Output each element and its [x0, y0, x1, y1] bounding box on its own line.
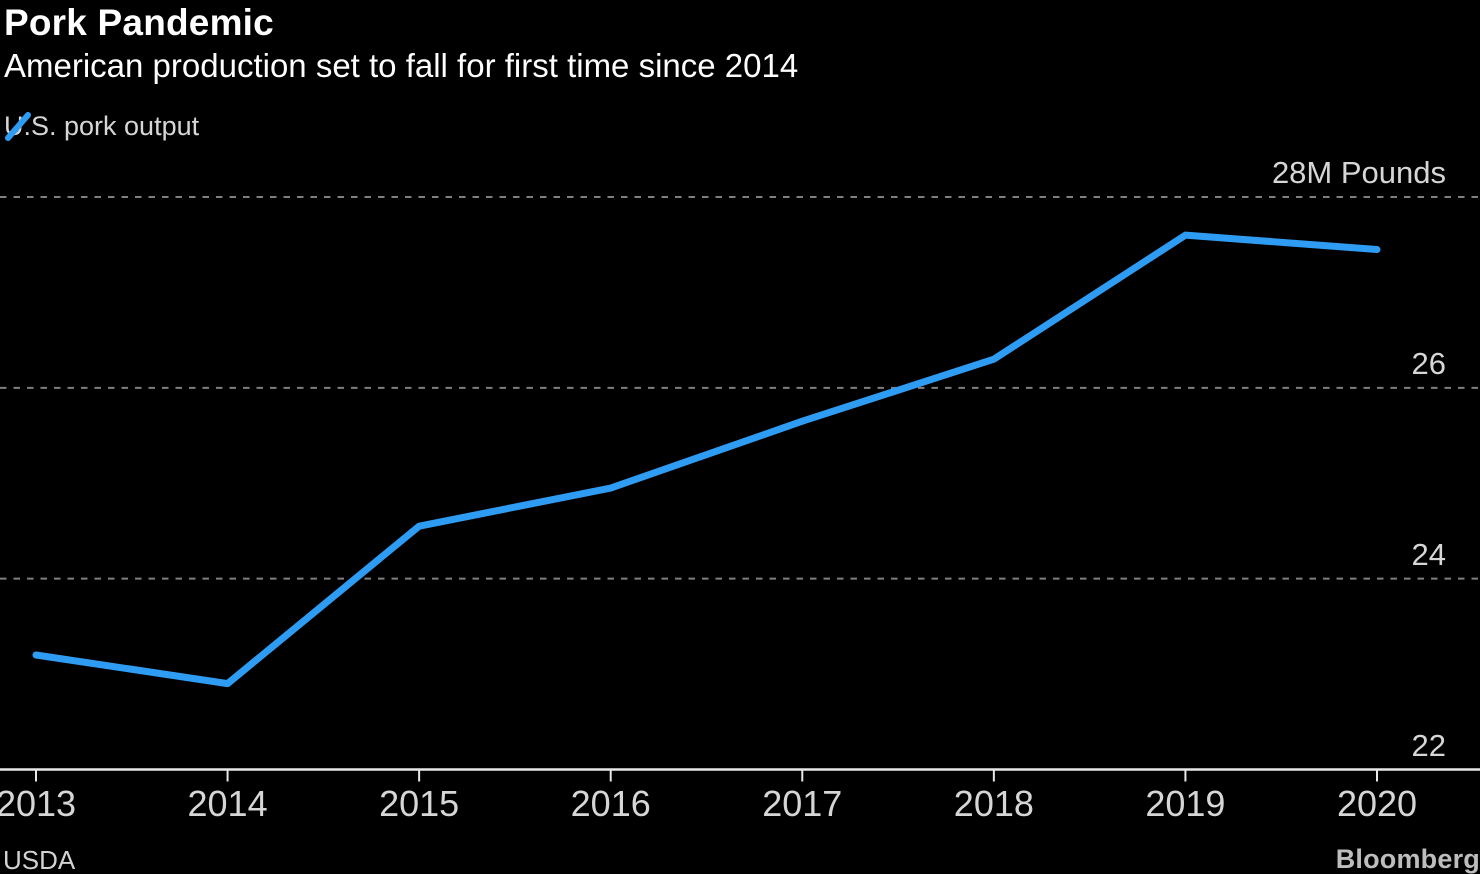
source-label: USDA — [3, 845, 76, 874]
legend-line-swatch-icon — [5, 112, 31, 141]
y-axis-label-28: 28M Pounds — [1271, 155, 1446, 190]
y-axis-label-24: 24 — [1411, 536, 1446, 572]
brand-logo: Bloomberg — [1335, 844, 1480, 874]
x-axis-label-2018: 2018 — [953, 783, 1034, 824]
chart-title: Pork Pandemic — [4, 2, 274, 43]
legend-swatch-stroke — [5, 112, 31, 141]
x-axis-label-2017: 2017 — [762, 783, 843, 824]
y-axis-label-26: 26 — [1411, 345, 1446, 381]
chart-subtitle: American production set to fall for firs… — [4, 47, 799, 84]
x-axis-label-2015: 2015 — [379, 783, 460, 824]
x-axis-label-2019: 2019 — [1145, 783, 1226, 824]
x-axis-label-2020: 2020 — [1336, 783, 1418, 824]
x-axis-label-2016: 2016 — [570, 783, 651, 824]
legend: U.S. pork output — [4, 111, 199, 142]
x-axis-label-2014: 2014 — [187, 783, 268, 824]
x-axis-label-2013: 2013 — [0, 783, 77, 824]
legend-series-label: U.S. pork output — [4, 111, 200, 141]
y-axis-label-22: 22 — [1411, 727, 1446, 763]
series-line-u-s-pork-output — [32, 231, 1381, 688]
